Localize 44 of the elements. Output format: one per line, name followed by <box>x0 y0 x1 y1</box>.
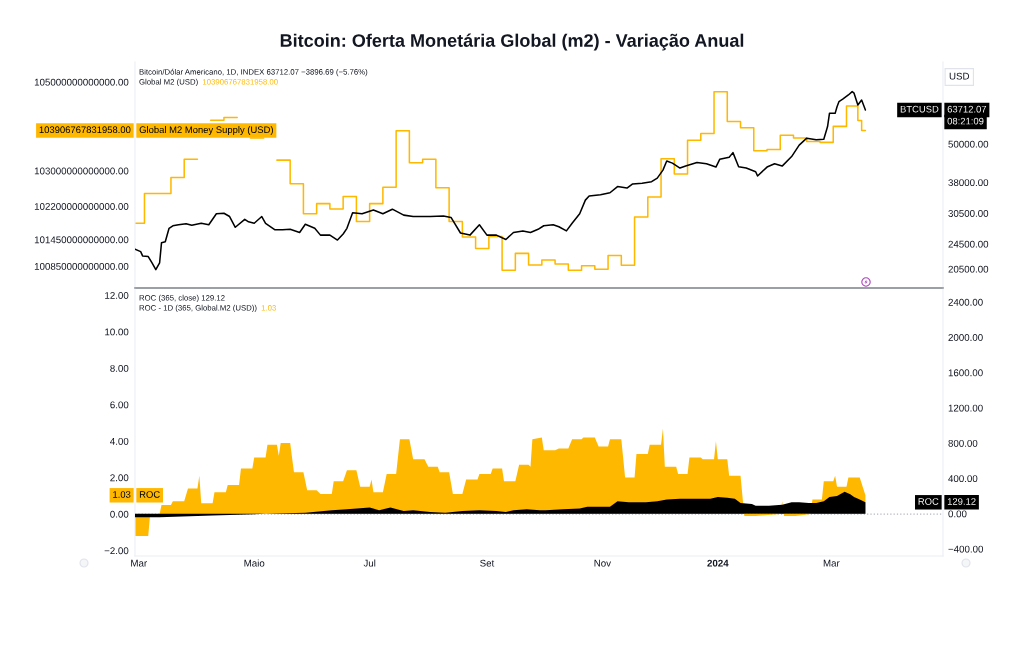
x-tick-label: Jul <box>363 559 376 567</box>
y-tick-label: 103000000000000.00 <box>34 167 129 175</box>
x-tick-label: Mar <box>131 559 147 567</box>
y2-tick-label: 20500.00 <box>948 265 989 273</box>
y-tick-label: 2.00 <box>110 474 129 482</box>
legend-label: BTCUSD <box>900 105 939 113</box>
y-tick-label: 105000000000000.00 <box>34 78 129 86</box>
y-tick-label: 6.00 <box>110 401 129 409</box>
y-tick-label: 0.00 <box>110 510 129 518</box>
y2-tick-label: 800.00 <box>948 439 978 447</box>
legend-label: ROC <box>139 491 160 498</box>
y2-tick-label: 400.00 <box>948 475 978 483</box>
y2-tick-label: 38000.00 <box>948 179 989 187</box>
y2-tick-label: 2400.00 <box>948 298 983 306</box>
x-tick-label: Set <box>480 559 495 567</box>
y2-tick-label: −400.00 <box>948 545 984 553</box>
series-label: Global M2 Money Supply (USD) <box>139 126 273 135</box>
text: 1.03 <box>113 491 131 498</box>
y2-axis-title: USD <box>949 72 970 80</box>
y-tick-label: 8.00 <box>110 364 129 372</box>
y2-tick-label: 50000.00 <box>948 140 989 148</box>
y-tick-label: 100850000000000.00 <box>34 262 129 270</box>
y-tick-label: 102200000000000.00 <box>34 203 129 210</box>
y2-tick-label: 1200.00 <box>948 404 983 412</box>
text: 63712.07 <box>947 105 987 113</box>
text: 08:21:09 <box>947 117 984 125</box>
x-tick-label: Maio <box>244 559 265 567</box>
y-tick-label: 101450000000000.00 <box>34 236 129 244</box>
y-tick-label: 10.00 <box>105 328 129 336</box>
y2-tick-label: 2000.00 <box>948 334 983 341</box>
y-tick-label: 4.00 <box>110 437 129 445</box>
text: 103906767831958.00 <box>39 126 131 134</box>
y2-tick-label: 30500.00 <box>948 210 989 217</box>
y2-tick-label: 1600.00 <box>948 369 983 377</box>
text: 129.12 <box>947 498 976 505</box>
y2-tick-label: 24500.00 <box>948 240 989 248</box>
y-tick-label: 12.00 <box>105 292 129 299</box>
text: ROC <box>918 498 939 505</box>
y-tick-label: −2.00 <box>104 547 129 555</box>
chart-title: Bitcoin: Oferta Monetária Global (m2) - Variação Anual <box>280 33 744 51</box>
x-tick-label: 2024 <box>707 559 729 567</box>
x-tick-label: Nov <box>594 559 611 567</box>
x-tick-label: Mar <box>823 559 840 567</box>
y2-tick-label: 0.00 <box>948 510 967 518</box>
